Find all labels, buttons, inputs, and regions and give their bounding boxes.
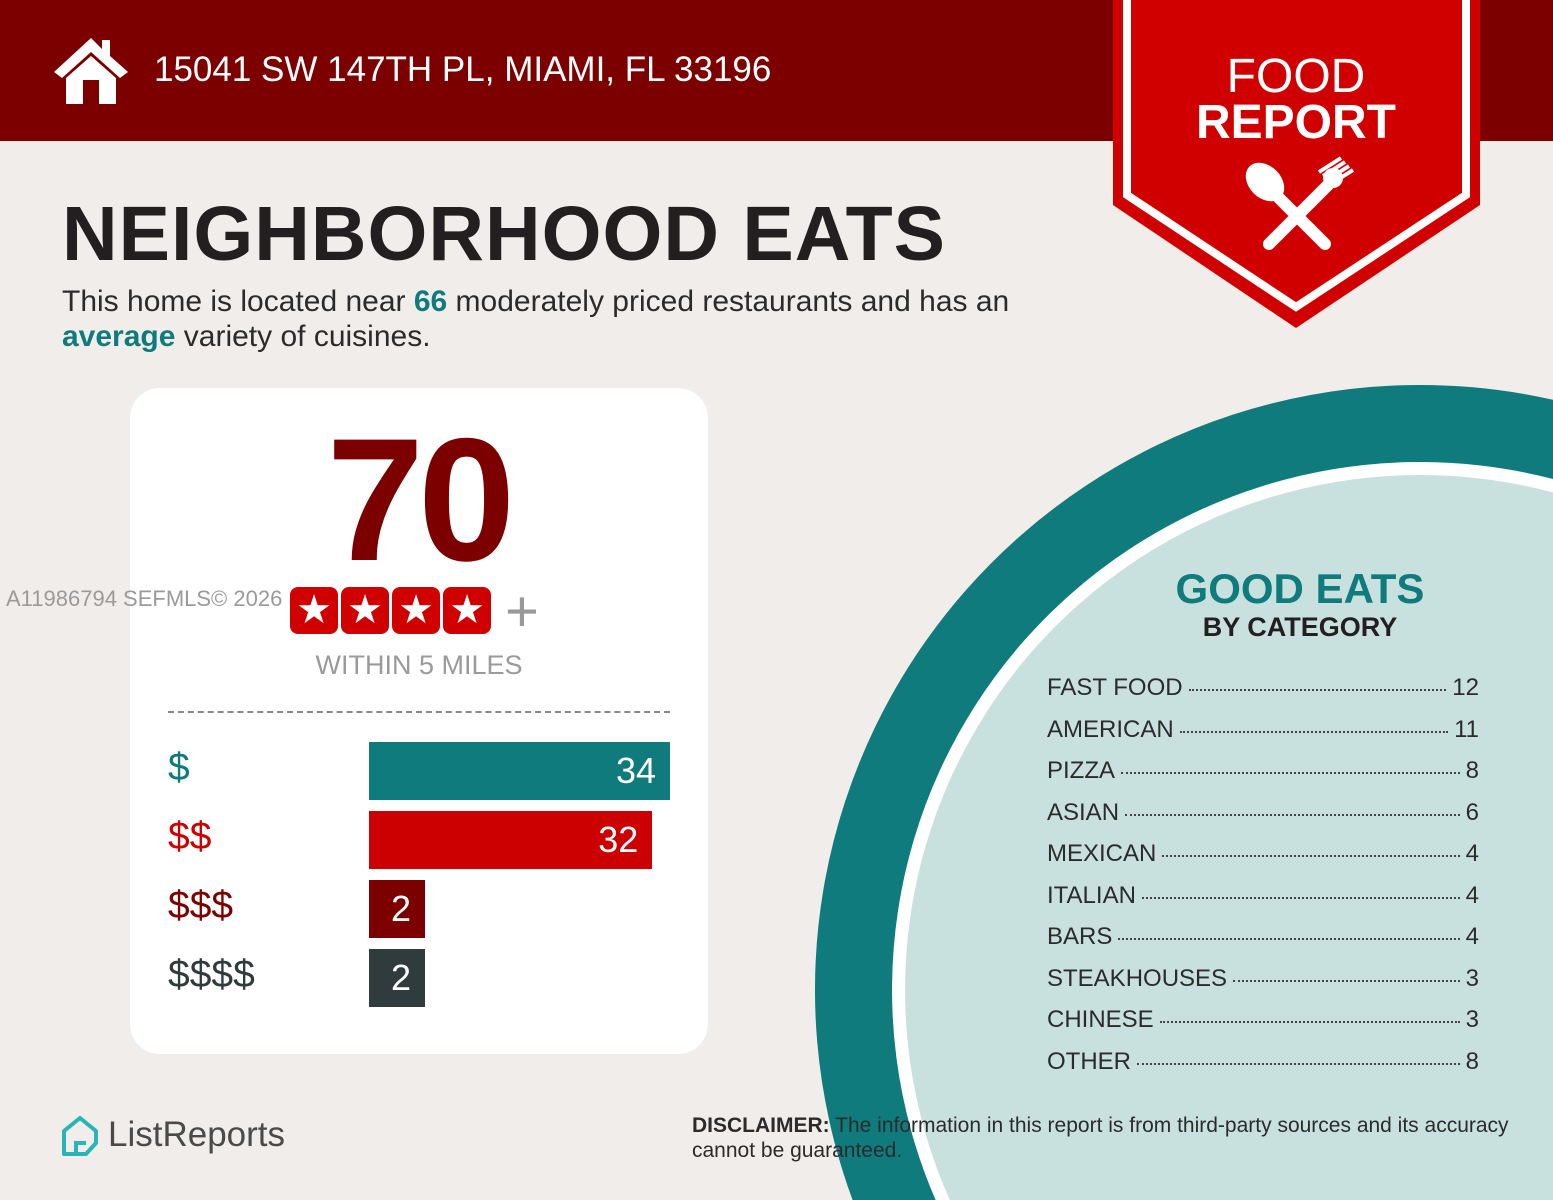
dot-leader [1233, 979, 1460, 982]
badge-line1: FOOD [1227, 50, 1366, 103]
dot-leader [1188, 689, 1447, 691]
category-row: ITALIAN 4 [1047, 882, 1479, 910]
price-tier-label: $ [168, 746, 190, 789]
category-row: PIZZA 8 [1047, 757, 1479, 785]
utensils-icon [1245, 156, 1355, 250]
category-row: CHINESE 3 [1047, 1006, 1479, 1034]
dot-leader [1125, 813, 1460, 816]
price-tier-label: $$$ [168, 884, 234, 927]
page-title: NEIGHBORHOOD EATS [62, 191, 947, 277]
category-row: BARS 4 [1047, 923, 1479, 951]
category-count: 3 [1465, 1006, 1479, 1033]
price-bar: 2 [369, 880, 425, 938]
good-eats-title: GOOD EATS [1175, 565, 1425, 612]
score-card [130, 388, 708, 1054]
good-eats-subtitle: BY CATEGORY [1202, 612, 1398, 642]
category-name: ASIAN [1047, 798, 1120, 826]
category-name: PIZZA [1047, 757, 1116, 784]
category-row: ASIAN 6 [1047, 799, 1479, 827]
category-count: 4 [1465, 881, 1479, 909]
category-count: 8 [1465, 1047, 1479, 1075]
variety-level: average [62, 320, 176, 353]
intro-text: This home is located near 66 moderately … [62, 285, 1010, 353]
category-count: 8 [1465, 757, 1479, 784]
dot-leader [1159, 1021, 1460, 1023]
price-bar: 2 [369, 949, 425, 1007]
category-count: 11 [1454, 715, 1479, 743]
dot-leader [1137, 1062, 1460, 1065]
star-icon: ★ [341, 587, 389, 634]
property-address: 15041 SW 147TH PL, MIAMI, FL 33196 [154, 50, 772, 89]
star-icon: ★ [443, 587, 491, 634]
dot-leader [1162, 855, 1460, 857]
dot-leader [1179, 730, 1449, 733]
category-name: MEXICAN [1047, 840, 1157, 867]
category-name: CHINESE [1047, 1006, 1154, 1033]
restaurant-count: 66 [413, 285, 448, 318]
price-tier-label: $$$$ [168, 953, 255, 996]
disclaimer: DISCLAIMER: The information in this repo… [692, 1114, 1509, 1162]
radius-label: WITHIN 5 MILES [315, 650, 523, 680]
star-icon: ★ [392, 587, 440, 634]
category-row: STEAKHOUSES 3 [1047, 965, 1479, 993]
restaurant-score: 70 [326, 403, 516, 598]
food-report-badge: FOOD REPORT [1113, 0, 1480, 328]
category-name: OTHER [1047, 1047, 1131, 1075]
category-name: FAST FOOD [1047, 674, 1183, 701]
category-row: OTHER 8 [1047, 1048, 1479, 1076]
category-count: 4 [1465, 840, 1479, 867]
mls-watermark: A11986794 SEFMLS© 2026 [6, 586, 283, 611]
category-name: STEAKHOUSES [1047, 964, 1228, 992]
price-tier-label: $$ [168, 815, 212, 858]
badge-line2: REPORT [1196, 96, 1396, 149]
category-count: 6 [1465, 798, 1479, 826]
star-icon: ★ [290, 587, 338, 634]
dot-leader [1141, 896, 1460, 899]
category-row: FAST FOOD 12 [1047, 674, 1479, 702]
category-count: 3 [1465, 964, 1479, 992]
category-count: 4 [1465, 923, 1479, 950]
category-count: 12 [1452, 674, 1479, 701]
dot-leader [1121, 772, 1460, 774]
price-bar: 34 [369, 742, 670, 800]
category-row: MEXICAN 4 [1047, 840, 1479, 868]
divider [168, 711, 670, 713]
home-icon [54, 38, 128, 104]
listreports-logo: ListReports [108, 1115, 286, 1154]
category-row: AMERICAN 11 [1047, 716, 1479, 744]
category-name: BARS [1047, 923, 1113, 950]
price-bar: 32 [369, 811, 653, 869]
category-name: ITALIAN [1047, 881, 1136, 909]
listreports-logo-icon [62, 1116, 98, 1156]
dot-leader [1118, 938, 1460, 940]
category-name: AMERICAN [1047, 715, 1174, 743]
plus-icon: + [505, 579, 539, 644]
